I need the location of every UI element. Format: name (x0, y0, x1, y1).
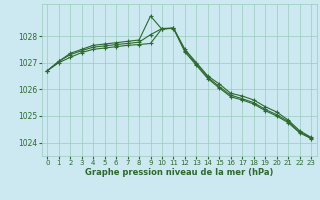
X-axis label: Graphe pression niveau de la mer (hPa): Graphe pression niveau de la mer (hPa) (85, 168, 273, 177)
